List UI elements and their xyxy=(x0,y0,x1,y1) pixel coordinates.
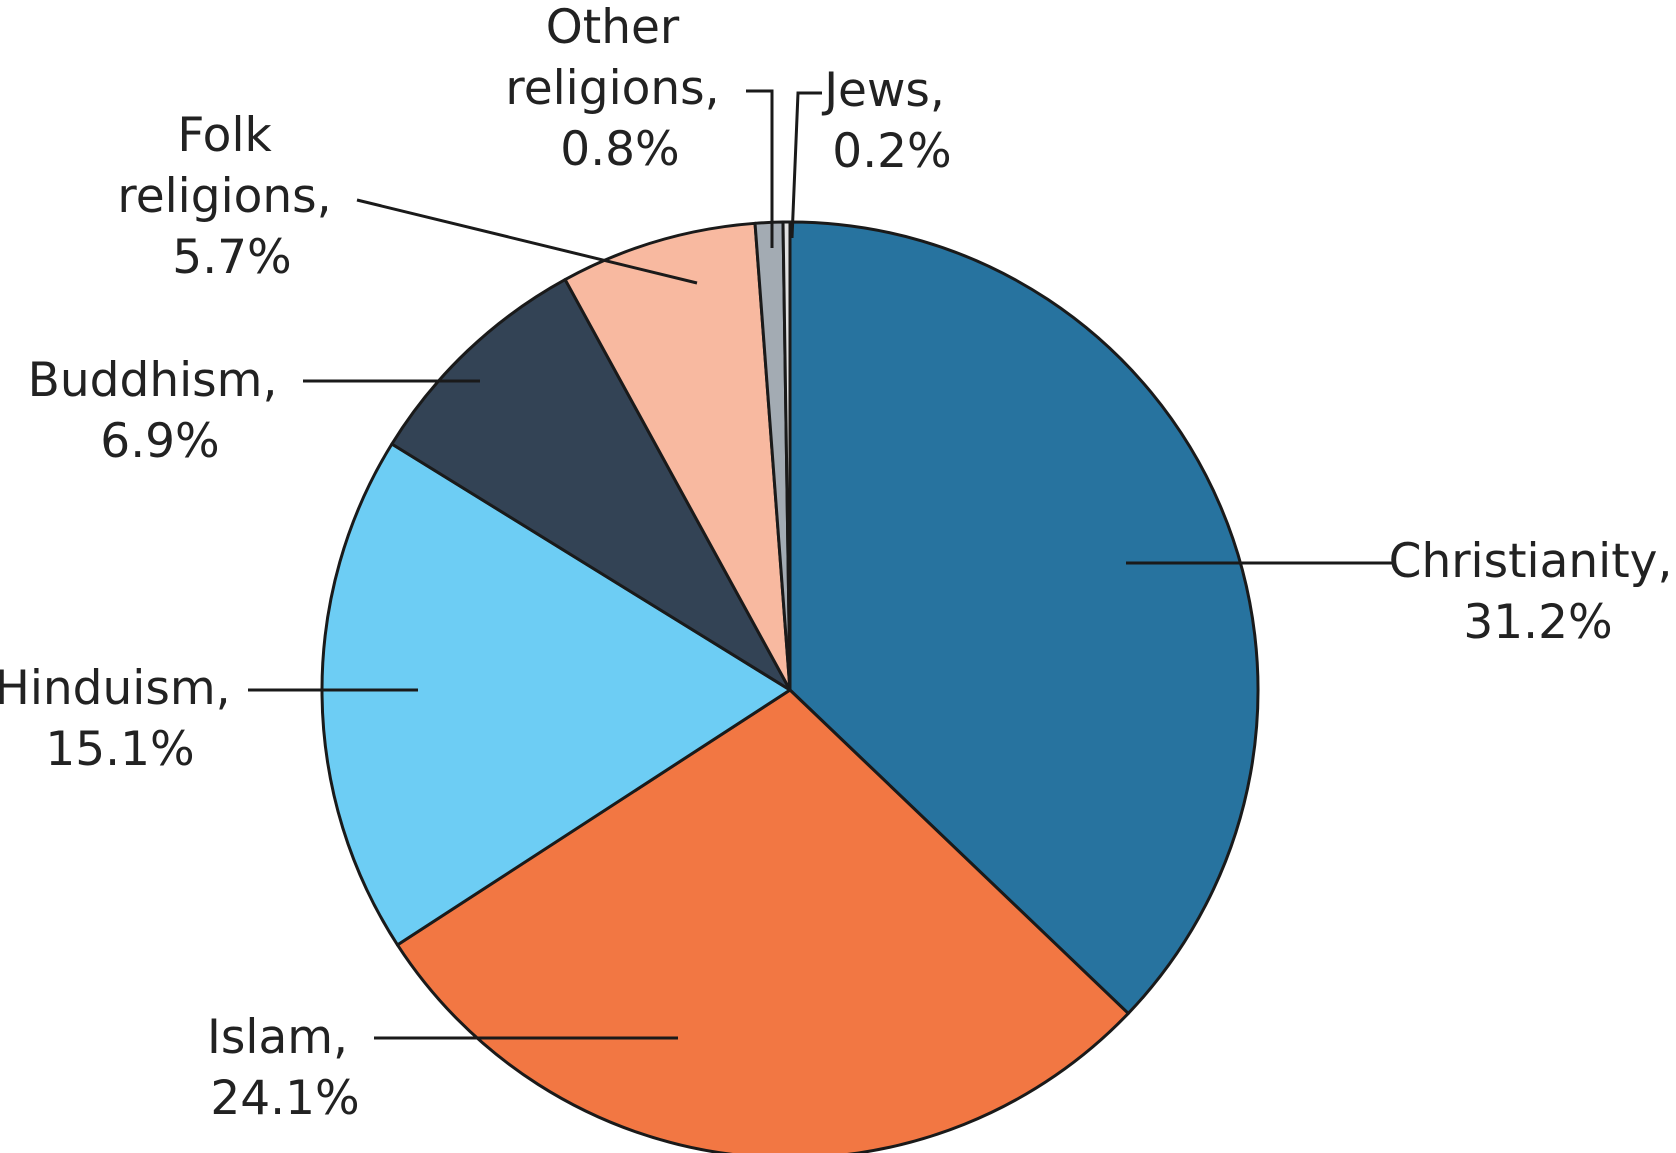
label-folk-religions: Folk religions, 5.7% xyxy=(117,108,346,285)
leader-lines xyxy=(248,89,1393,1040)
pie-slice-jews xyxy=(781,220,792,692)
pie-slice-hinduism xyxy=(320,442,792,947)
label-buddhism-line1: Buddhism, xyxy=(28,353,278,408)
label-christianity: Christianity, 31.2% xyxy=(1389,534,1676,650)
leader-jews xyxy=(790,91,822,239)
slice-labels: Christianity, 31.2% Islam, 24.1% Hinduis… xyxy=(0,0,1676,1126)
label-islam-line2: 24.1% xyxy=(210,1071,359,1126)
label-folk-religions-line1: Folk xyxy=(177,108,272,163)
label-jews: Jews, 0.2% xyxy=(821,63,960,179)
label-hinduism-line1: Hinduism, xyxy=(0,661,231,716)
label-buddhism-line2: 6.9% xyxy=(100,414,219,469)
label-folk-religions-line2: religions, xyxy=(117,169,331,224)
label-islam: Islam, 24.1% xyxy=(207,1010,363,1126)
label-buddhism: Buddhism, 6.9% xyxy=(28,353,293,469)
label-hinduism: Hinduism, 15.1% xyxy=(0,661,246,777)
label-folk-religions-line3: 5.7% xyxy=(172,230,291,285)
label-other-religions: Other religions, 0.8% xyxy=(505,0,734,177)
label-other-religions-line3: 0.8% xyxy=(560,122,679,177)
label-other-religions-line1: Other xyxy=(546,0,680,55)
label-jews-line1: Jews, xyxy=(821,63,945,118)
label-other-religions-line2: religions, xyxy=(505,61,719,116)
pie-slice-buddhism xyxy=(390,278,792,692)
leader-folk-religions xyxy=(356,198,698,285)
label-jews-line2: 0.2% xyxy=(832,124,951,179)
label-islam-line1: Islam, xyxy=(207,1010,348,1065)
pie-slice-folk-religions xyxy=(563,221,792,692)
pie-slice-christianity xyxy=(788,220,1260,1015)
pie-slices xyxy=(320,220,1260,1153)
label-christianity-line2: 31.2% xyxy=(1463,595,1612,650)
label-hinduism-line2: 15.1% xyxy=(45,722,194,777)
label-christianity-line1: Christianity, xyxy=(1389,534,1673,589)
leader-other-religions xyxy=(746,89,774,248)
